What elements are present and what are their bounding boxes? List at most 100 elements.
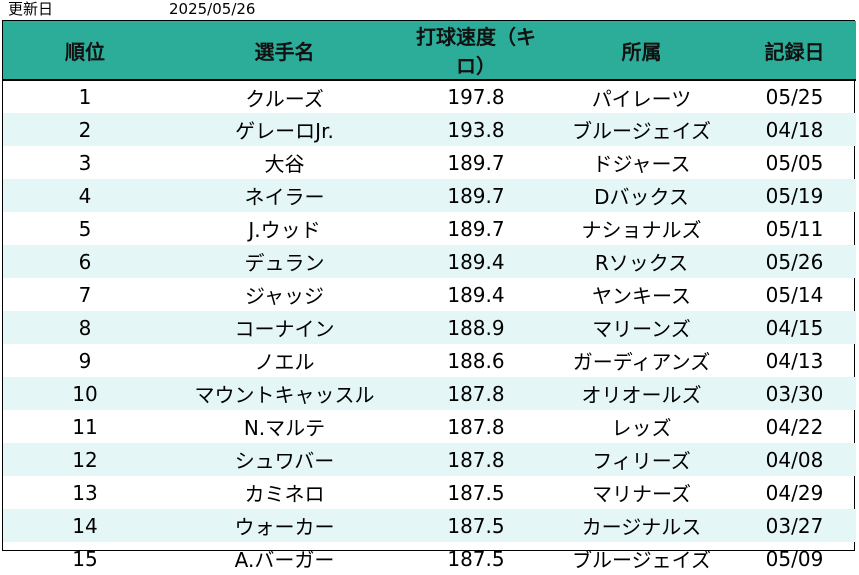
cell-rank: 7 bbox=[78, 282, 92, 307]
cell-speed: 189.7 bbox=[447, 183, 505, 208]
table-row: 4 ネイラー 189.7 Dバックス 05/19 bbox=[3, 179, 856, 212]
cell-speed: 187.8 bbox=[447, 414, 505, 439]
cell-date: 04/22 bbox=[765, 414, 824, 439]
cell-rank: 14 bbox=[72, 513, 98, 538]
cell-player: ゲレーロJr. bbox=[235, 119, 334, 143]
cell-rank: 6 bbox=[78, 249, 92, 274]
update-info: 更新日 2025/05/26 bbox=[0, 0, 859, 20]
cell-rank: 9 bbox=[78, 348, 92, 373]
cell-team: Rソックス bbox=[594, 251, 689, 275]
cell-rank: 11 bbox=[72, 414, 98, 439]
cell-speed: 189.4 bbox=[447, 249, 505, 274]
cell-team: マリナーズ bbox=[592, 482, 691, 506]
cell-team: レッズ bbox=[611, 416, 672, 440]
cell-team: カージナルス bbox=[581, 515, 702, 539]
cell-rank: 5 bbox=[78, 216, 92, 241]
table-body: 1 クルーズ 197.8 パイレーツ 05/25 2 ゲレーロJr. 193.8 ブルージェイズ… bbox=[3, 80, 856, 575]
table-row: 8 コーナイン 188.9 マリーンズ 04/15 bbox=[3, 311, 856, 344]
table-row: 5 J.ウッド 189.7 ナショナルズ 05/11 bbox=[3, 212, 856, 245]
updated-label: 更新日 bbox=[8, 0, 54, 18]
cell-date: 04/18 bbox=[765, 117, 824, 142]
cell-rank: 8 bbox=[78, 315, 92, 340]
cell-player: ノエル bbox=[254, 350, 315, 374]
cell-speed: 187.5 bbox=[447, 546, 505, 571]
table-row: 1 クルーズ 197.8 パイレーツ 05/25 bbox=[3, 80, 856, 113]
cell-date: 04/15 bbox=[765, 315, 824, 340]
exit-velocity-ranking-table: 順位 選手名 打球速度（キロ） 所属 記録日 1 クルーズ 197.8 パイレーツ 05… bbox=[3, 21, 856, 575]
table-row: 14 ウォーカー 187.5 カージナルス 03/27 bbox=[3, 509, 856, 542]
cell-rank: 3 bbox=[78, 150, 92, 175]
table-row: 3 大谷 189.7 ドジャース 05/05 bbox=[3, 146, 856, 179]
cell-speed: 197.8 bbox=[447, 85, 505, 109]
cell-player: クルーズ bbox=[245, 86, 324, 111]
table-row: 9 ノエル 188.6 ガーディアンズ 04/13 bbox=[3, 344, 856, 377]
cell-rank: 1 bbox=[78, 85, 92, 109]
cell-speed: 187.8 bbox=[447, 447, 505, 472]
cell-rank: 10 bbox=[72, 381, 98, 406]
cell-speed: 187.5 bbox=[447, 480, 505, 505]
cell-rank: 15 bbox=[72, 546, 98, 571]
cell-rank: 4 bbox=[78, 183, 92, 208]
cell-player: J.ウッド bbox=[248, 218, 321, 242]
cell-speed: 189.7 bbox=[447, 150, 505, 175]
cell-date: 03/30 bbox=[765, 381, 824, 406]
cell-team: ブルージェイズ bbox=[572, 119, 711, 143]
cell-player: ウォーカー bbox=[234, 515, 335, 539]
table-row: 6 デュラン 189.4 Rソックス 05/26 bbox=[3, 245, 856, 278]
header-date: 記録日 bbox=[733, 21, 856, 81]
cell-team: ナショナルズ bbox=[581, 218, 702, 242]
table-row: 12 シュワバー 187.8 フィリーズ 04/08 bbox=[3, 443, 856, 476]
cell-team: ブルージェイズ bbox=[572, 548, 711, 572]
cell-team: ドジャース bbox=[592, 152, 691, 176]
cell-rank: 2 bbox=[78, 117, 92, 142]
cell-date: 05/14 bbox=[765, 282, 824, 307]
table-row: 10 マウントキャッスル 187.8 オリオールズ 03/30 bbox=[3, 377, 856, 410]
cell-player: ネイラー bbox=[244, 185, 325, 209]
cell-player: ジャッジ bbox=[245, 284, 324, 308]
header-player: 選手名 bbox=[167, 21, 402, 81]
cell-speed: 189.4 bbox=[447, 282, 505, 307]
cell-team: オリオールズ bbox=[581, 383, 702, 407]
cell-player: カミネロ bbox=[244, 482, 325, 506]
cell-player: シュワバー bbox=[234, 449, 335, 473]
table-header: 順位 選手名 打球速度（キロ） 所属 記録日 bbox=[3, 21, 856, 81]
cell-team: マリーンズ bbox=[592, 317, 691, 341]
cell-player: コーナイン bbox=[234, 317, 335, 341]
ranking-table-container: 順位 選手名 打球速度（キロ） 所属 記録日 1 クルーズ 197.8 パイレーツ 05… bbox=[2, 20, 856, 572]
cell-date: 04/29 bbox=[765, 480, 824, 505]
cell-speed: 189.7 bbox=[447, 216, 505, 241]
cell-player: N.マルテ bbox=[243, 416, 326, 440]
cell-team: ヤンキース bbox=[592, 284, 691, 308]
cell-speed: 187.5 bbox=[447, 513, 505, 538]
cell-rank: 13 bbox=[72, 480, 98, 505]
cell-player: A.バーガー bbox=[234, 548, 335, 572]
cell-date: 05/11 bbox=[765, 216, 824, 241]
header-row: 順位 選手名 打球速度（キロ） 所属 記録日 bbox=[3, 21, 856, 81]
cell-team: Dバックス bbox=[594, 185, 689, 209]
cell-date: 05/26 bbox=[765, 249, 824, 274]
header-team: 所属 bbox=[550, 21, 733, 81]
header-speed: 打球速度（キロ） bbox=[402, 21, 550, 81]
cell-date: 04/08 bbox=[765, 447, 824, 472]
cell-speed: 188.9 bbox=[447, 315, 505, 340]
cell-player: デュラン bbox=[244, 251, 325, 275]
cell-team: フィリーズ bbox=[592, 449, 691, 473]
cell-date: 05/05 bbox=[765, 150, 824, 175]
cell-speed: 187.8 bbox=[447, 381, 505, 406]
table-row: 15 A.バーガー 187.5 ブルージェイズ 05/09 bbox=[3, 542, 856, 575]
header-rank: 順位 bbox=[3, 21, 167, 81]
cell-date: 03/27 bbox=[765, 513, 824, 538]
cell-team: パイレーツ bbox=[591, 86, 692, 111]
table-row: 7 ジャッジ 189.4 ヤンキース 05/14 bbox=[3, 278, 856, 311]
table-row: 11 N.マルテ 187.8 レッズ 04/22 bbox=[3, 410, 856, 443]
updated-date: 2025/05/26 bbox=[169, 0, 256, 18]
table-row: 2 ゲレーロJr. 193.8 ブルージェイズ 04/18 bbox=[3, 113, 856, 146]
cell-team: ガーディアンズ bbox=[572, 350, 711, 374]
cell-speed: 193.8 bbox=[447, 117, 505, 142]
table-row: 13 カミネロ 187.5 マリナーズ 04/29 bbox=[3, 476, 856, 509]
cell-speed: 188.6 bbox=[447, 348, 505, 373]
cell-player: マウントキャッスル bbox=[194, 383, 375, 407]
cell-date: 04/13 bbox=[765, 348, 824, 373]
cell-rank: 12 bbox=[72, 447, 98, 472]
cell-date: 05/19 bbox=[765, 183, 824, 208]
